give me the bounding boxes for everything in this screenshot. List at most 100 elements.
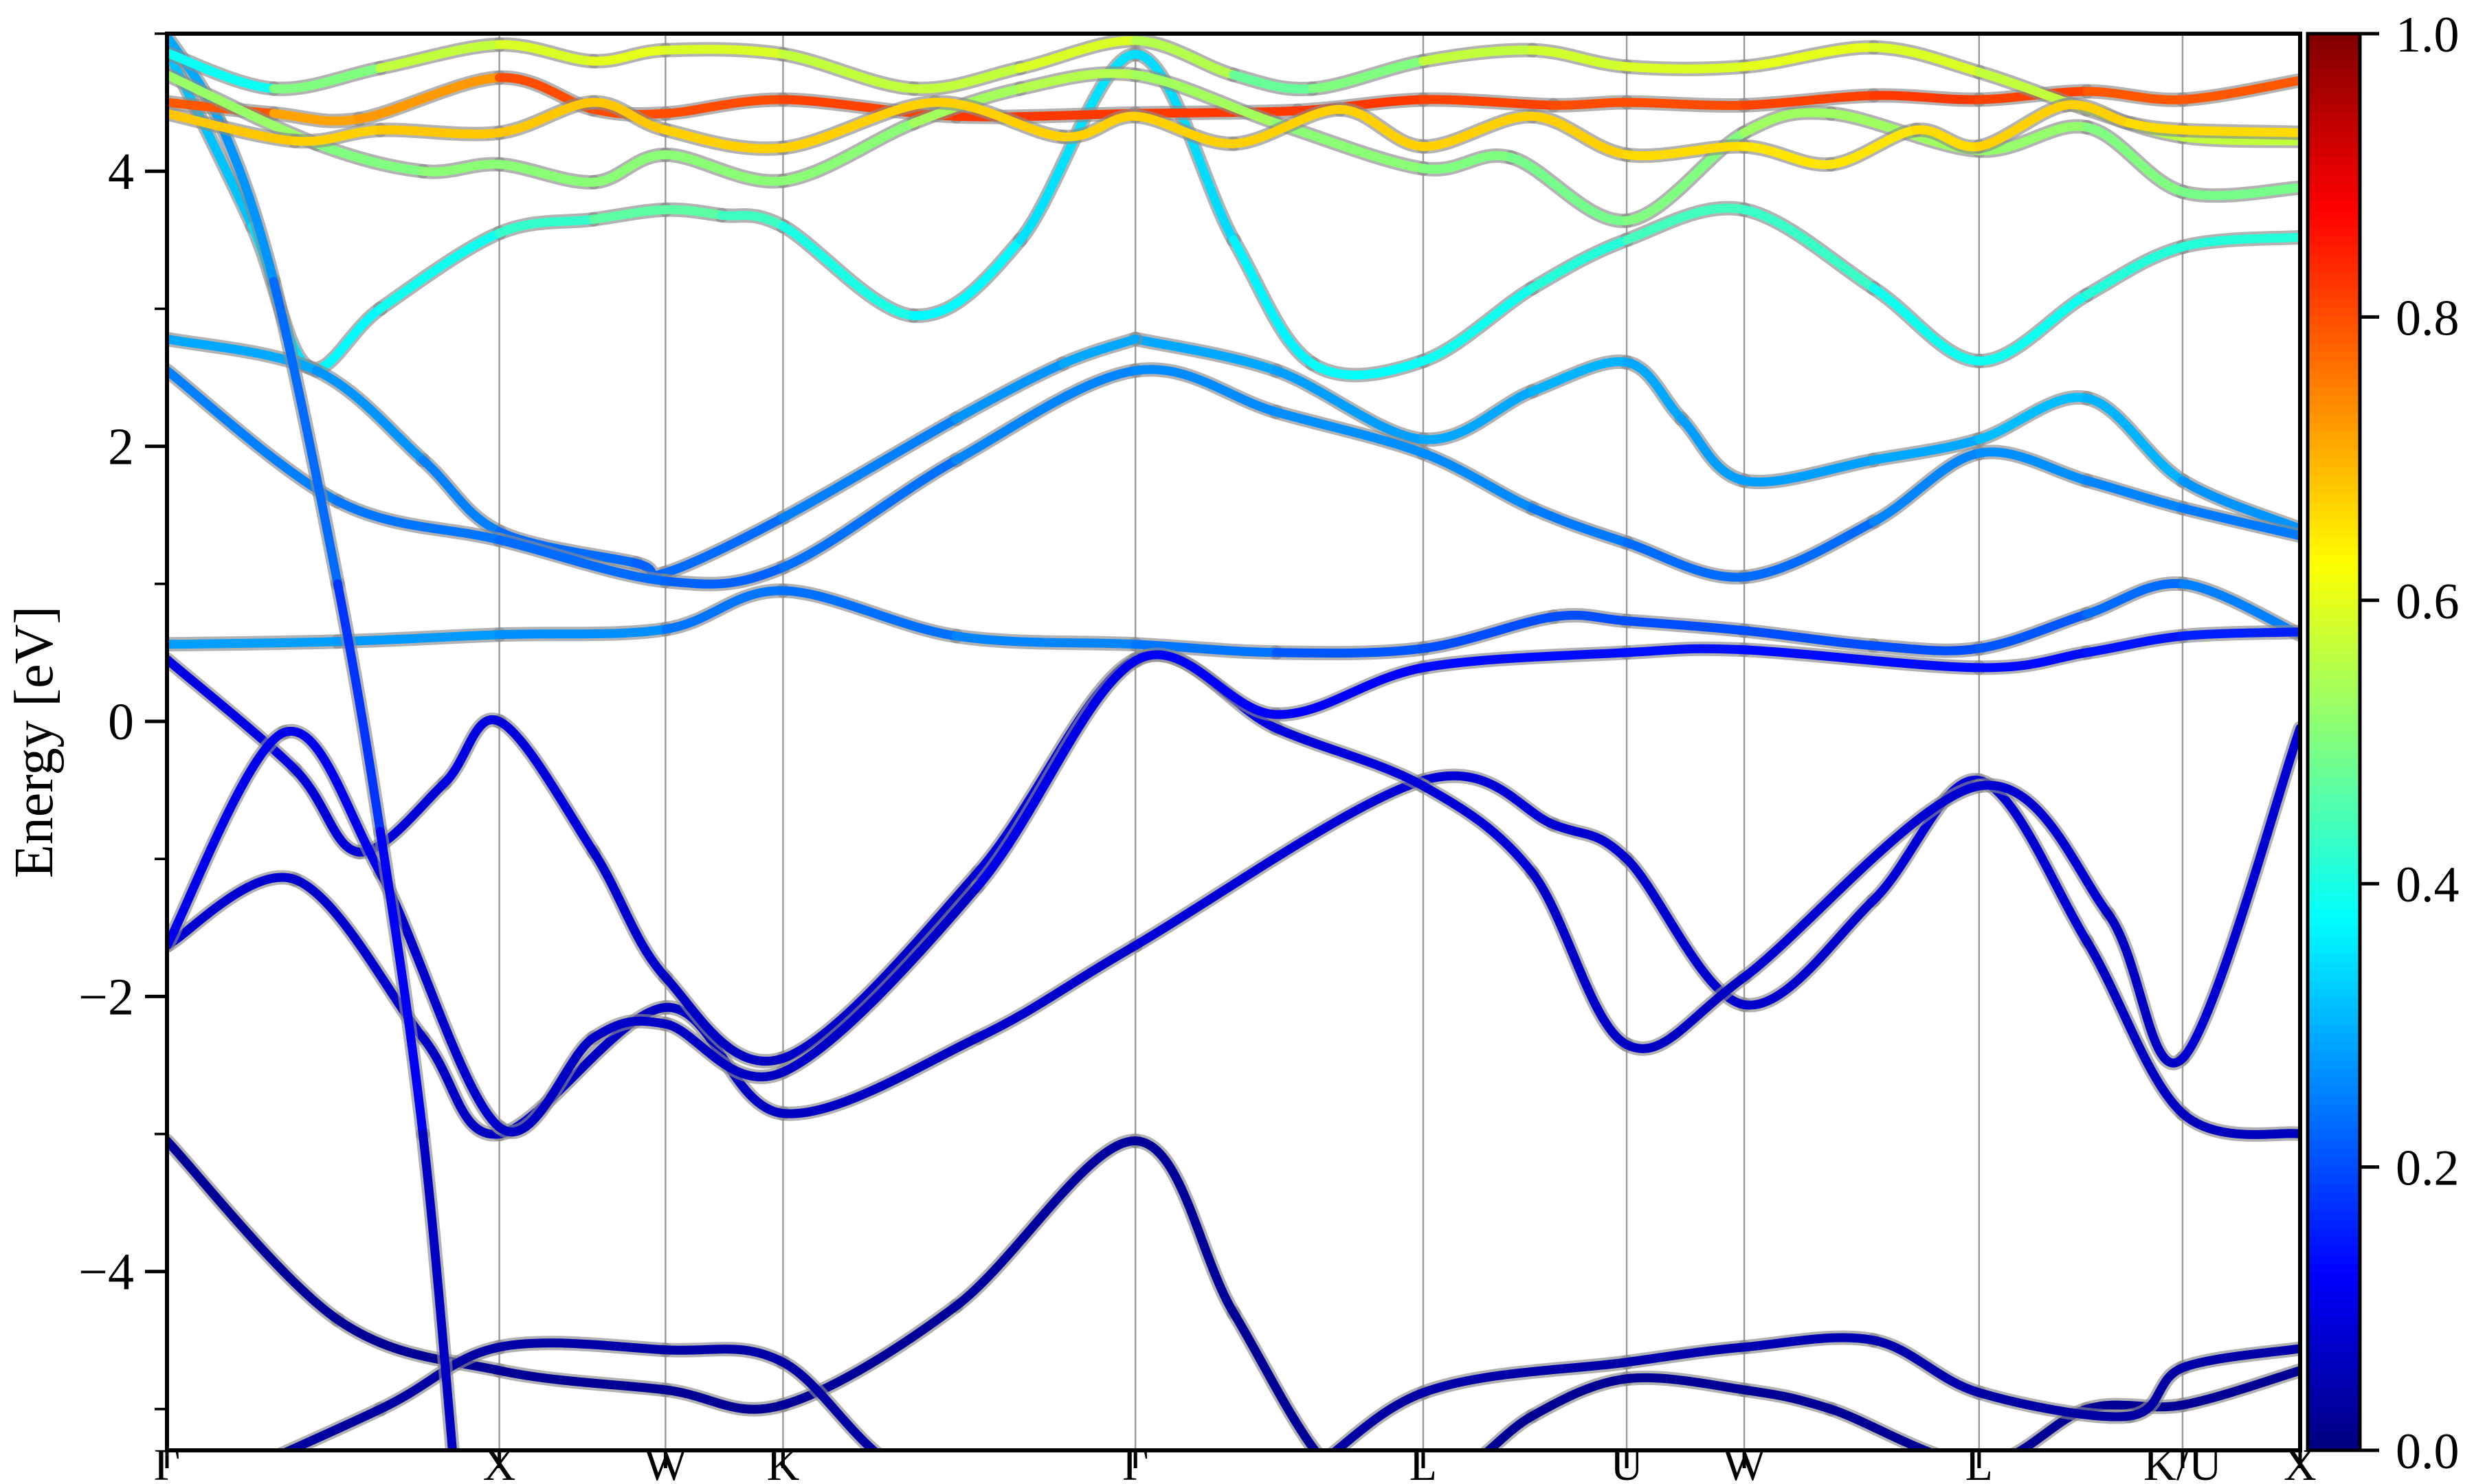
band-segment: [2178, 627, 2300, 641]
band-segment: [778, 586, 961, 641]
y-axis: −4 −2 0 2 4: [78, 32, 167, 1410]
band-segment: [1528, 1374, 1631, 1421]
colorbar-swatch: [2308, 343, 2360, 353]
band-segment: [354, 73, 504, 124]
band-segment: [660, 1345, 788, 1367]
band-segment: [1418, 45, 1537, 66]
band-segment: [1622, 972, 1749, 1053]
colorbar-swatch: [2308, 440, 2360, 451]
x-tick-label-L: L: [1965, 1440, 1993, 1484]
band-segment: [589, 98, 670, 135]
colorbar-swatch: [2308, 414, 2360, 425]
colorbar-swatch: [2308, 1219, 2360, 1230]
colorbar-swatch: [2308, 670, 2360, 681]
band-segment: [1826, 125, 1921, 169]
colorbar-swatch: [2308, 803, 2360, 814]
band-segment: [2082, 476, 2187, 513]
band-segment: [1335, 104, 1428, 151]
colorbar-swatch: [2308, 1007, 2360, 1018]
colorbar-swatch: [2308, 1290, 2360, 1301]
band-segment: [778, 118, 918, 186]
colorbar-swatch: [2308, 608, 2360, 619]
band-segment: [418, 159, 504, 177]
band-segment: [1528, 235, 1631, 293]
colorbar-swatch: [2308, 1166, 2360, 1177]
colorbar-swatch: [2308, 883, 2360, 894]
colorbar-swatch: [2308, 555, 2360, 566]
colorbar-swatch: [2308, 1423, 2360, 1434]
band-segment: [311, 366, 427, 465]
y-tick-label: 2: [108, 418, 134, 476]
band-segment: [2178, 504, 2300, 541]
band-segment: [1622, 203, 1749, 245]
colorbar-swatch: [2308, 218, 2360, 229]
colorbar-frame: [2306, 32, 2362, 1452]
colorbar-swatch: [2308, 236, 2360, 247]
band-segment: [660, 1019, 788, 1081]
colorbar-swatch: [2308, 396, 2360, 407]
band-cb-top-yellow: [167, 95, 2300, 172]
band-segment: [1869, 91, 1984, 104]
colorbar-swatch: [2308, 1378, 2360, 1389]
band-segment: [1677, 414, 1749, 486]
band-segment: [660, 586, 788, 634]
band-segment: [2178, 476, 2300, 534]
band-segment: [495, 214, 599, 238]
band-segment: [778, 1358, 880, 1450]
colorbar-swatch: [2308, 405, 2360, 416]
colorbar-swatch: [2308, 626, 2360, 637]
band-segment: [1418, 771, 1559, 829]
colorbar-swatch: [2308, 662, 2360, 672]
colorbar-swatch: [2308, 750, 2360, 761]
colorbar-swatch: [2308, 635, 2360, 646]
colorbar-swatch: [2308, 1414, 2360, 1425]
colorbar-swatch: [2308, 927, 2360, 938]
band-segment: [951, 631, 1140, 649]
colorbar-swatch: [2308, 1068, 2360, 1079]
colorbar-swatch: [2308, 1298, 2360, 1309]
x-tick-label-X: X: [483, 1440, 516, 1484]
band-segment: [495, 40, 599, 66]
band-segment: [1058, 334, 1140, 368]
band-segment: [290, 125, 385, 146]
band-segment: [660, 513, 788, 578]
colorbar-swatch: [2308, 475, 2360, 486]
band-segment: [1418, 283, 1537, 366]
colorbar-swatch: [2308, 68, 2360, 79]
colorbar-swatch: [2308, 104, 2360, 114]
band-segment: [2082, 936, 2187, 1118]
colorbar-swatch: [2308, 820, 2360, 831]
x-tick-label-K/U: K/U: [2143, 1440, 2222, 1484]
colorbar-swatch: [2308, 33, 2360, 43]
band-segment: [1869, 1336, 1984, 1397]
band-segment: [2082, 631, 2187, 657]
colorbar-tick-label: 0.0: [2396, 1424, 2460, 1480]
band-segment: [2125, 1363, 2187, 1421]
band-segment: [778, 1033, 983, 1118]
colorbar-swatch: [2308, 1175, 2360, 1186]
colorbar-swatch: [2308, 537, 2360, 548]
band-vb-bottom-2: [272, 1330, 2300, 1450]
colorbar-swatch: [2308, 715, 2360, 726]
colorbar-swatch: [2308, 1307, 2360, 1318]
colorbar-swatch: [2308, 254, 2360, 265]
colorbar-swatch: [2308, 847, 2360, 858]
colorbar-swatch: [2308, 157, 2360, 168]
band-segment: [1130, 650, 1281, 719]
colorbar-swatch: [2308, 466, 2360, 477]
colorbar-swatch: [2308, 271, 2360, 282]
colorbar-swatch: [2308, 653, 2360, 664]
colorbar-swatch: [2308, 1316, 2360, 1327]
colorbar-swatch: [2308, 856, 2360, 867]
x-tick-label-W: W: [1723, 1440, 1766, 1484]
band-segment: [495, 1033, 599, 1136]
band-segment: [1528, 111, 1631, 159]
band-segment: [1622, 142, 1749, 161]
colorbar-swatch: [2308, 1157, 2360, 1168]
colorbar-swatch: [2308, 706, 2360, 717]
band-segment: [1130, 640, 1281, 657]
band-segment: [1622, 98, 1749, 110]
band-segment: [1418, 648, 1631, 673]
band-segment: [495, 98, 599, 137]
